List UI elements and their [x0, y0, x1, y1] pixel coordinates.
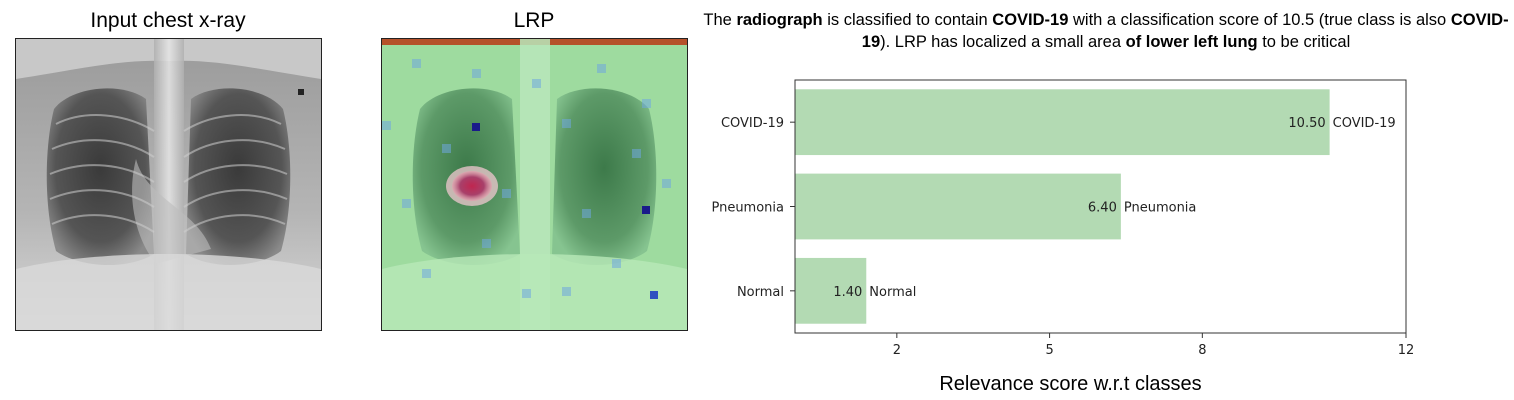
- caption-part-3: COVID-19: [992, 11, 1069, 29]
- caption-part-0: The: [703, 11, 737, 29]
- xtick-label-1: 5: [1045, 343, 1053, 358]
- x-axis-title: Relevance score w.r.t classes: [939, 373, 1201, 395]
- plot-frame: [794, 79, 1407, 334]
- xtick-label-3: 12: [1398, 343, 1415, 358]
- caption-part-5: COVID-19: [861, 11, 1509, 51]
- caption-part-7: of lower left lung: [1125, 33, 1258, 51]
- bar-end-label-1: Pneumonia: [1124, 201, 1197, 216]
- ytick-label-0: COVID-19: [721, 116, 784, 131]
- caption-part-4: with a classification score of 10.5 (tru…: [1068, 11, 1451, 29]
- xtick-label-0: 2: [893, 343, 901, 358]
- value-label-0: 10.50: [1288, 116, 1325, 131]
- chart-caption: The radiograph is classified to contain …: [700, 9, 1512, 53]
- value-label-1: 6.40: [1088, 201, 1117, 216]
- caption-part-8: to be critical: [1257, 33, 1351, 51]
- lrp-heatmap-image: [381, 38, 688, 331]
- caption-part-2: is classified to contain: [822, 11, 993, 29]
- bar-1: [795, 173, 1121, 240]
- caption-part-1: radiograph: [736, 11, 823, 29]
- xtick-label-2: 8: [1198, 343, 1206, 358]
- ytick-label-2: Normal: [737, 285, 784, 300]
- bar-end-label-0: COVID-19: [1333, 116, 1396, 131]
- bar-0: [795, 89, 1330, 156]
- caption-part-6: ). LRP has localized a small area: [880, 33, 1126, 51]
- ytick-label-1: Pneumonia: [711, 201, 784, 216]
- bar-2: [795, 257, 867, 324]
- value-label-2: 1.40: [833, 285, 862, 300]
- input-chest-xray-image: [15, 38, 322, 331]
- bar-end-label-2: Normal: [869, 285, 916, 300]
- lrp-title: LRP: [513, 9, 555, 32]
- input-xray-title: Input chest x-ray: [90, 9, 246, 32]
